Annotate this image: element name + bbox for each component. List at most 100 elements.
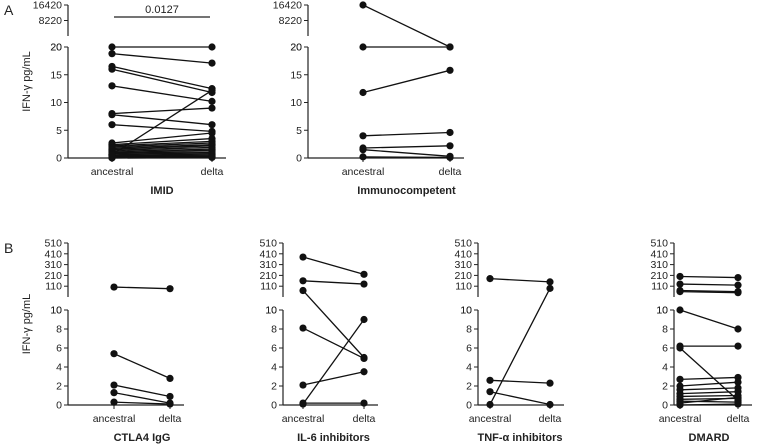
y-tick-label: 6 [662, 343, 668, 355]
pair-line [362, 131, 451, 137]
pair-line [113, 353, 171, 379]
data-point-ancestral [299, 277, 307, 285]
pair-line [679, 309, 739, 330]
x-tick-label: delta [159, 413, 182, 425]
y-tick-label: 110 [260, 281, 277, 293]
pair-line [111, 140, 213, 147]
data-point-delta [734, 342, 742, 350]
data-point-delta [446, 66, 454, 74]
y-tick-label: 10 [265, 305, 277, 317]
pair-line [111, 151, 213, 154]
pair-line [111, 132, 213, 144]
y-tick-label: 0 [296, 153, 302, 165]
pair-line [111, 145, 213, 150]
pair-line [679, 403, 739, 406]
x-tick-label: delta [727, 413, 750, 425]
data-point-delta [166, 392, 174, 401]
panel-title: DMARD [689, 432, 730, 444]
data-point-ancestral [299, 399, 307, 407]
data-point-delta [734, 289, 742, 297]
y-tick-label: 10 [290, 97, 302, 109]
pair-line [362, 69, 451, 94]
data-point-ancestral [110, 398, 118, 406]
data-point-ancestral [108, 43, 116, 51]
y-tick-label: 20 [290, 42, 302, 54]
data-point-ancestral [676, 288, 684, 296]
x-tick-label: delta [353, 413, 376, 425]
data-point-ancestral [108, 151, 116, 159]
pair-line [111, 146, 213, 151]
y-tick-label: 310 [259, 259, 277, 271]
data-point-delta [446, 128, 454, 137]
panel-title: IMID [150, 185, 173, 197]
pair-line [111, 148, 213, 152]
pair-line [489, 288, 551, 405]
y-tick-label: 210 [259, 270, 277, 282]
pair-line [679, 275, 739, 279]
y-tick-label: 4 [271, 362, 277, 374]
pair-line [113, 286, 171, 290]
pair-line [679, 391, 739, 395]
data-point-delta [166, 400, 174, 408]
y-tick-label: 10 [265, 305, 277, 317]
x-tick-label: ancestral [659, 413, 702, 425]
y-tick-label: 8 [662, 324, 668, 336]
pair-line [302, 290, 365, 358]
data-point-ancestral [486, 388, 494, 396]
pair-line [302, 256, 365, 275]
data-point-ancestral [299, 286, 307, 295]
data-point-ancestral [676, 272, 684, 281]
data-point-delta [208, 104, 216, 112]
y-tick-label: 410 [454, 248, 472, 260]
pair-line [489, 391, 551, 406]
data-point-ancestral [676, 344, 684, 352]
data-point-delta [166, 374, 174, 382]
data-point-ancestral [359, 132, 367, 140]
pair-line [362, 145, 451, 149]
y-tick-label: 0 [466, 400, 472, 412]
y-tick-label: 4 [466, 362, 472, 374]
y-tick-label: 2 [662, 381, 668, 393]
pair-line [111, 89, 213, 156]
pair-line [111, 152, 213, 155]
y-tick-label: 210 [454, 270, 472, 282]
y-tick-label: 5 [296, 125, 302, 137]
data-point-ancestral [486, 275, 494, 283]
pair-line [111, 144, 213, 149]
data-point-ancestral [108, 50, 116, 58]
pair-line [111, 68, 213, 94]
data-point-ancestral [108, 121, 116, 129]
y-tick-label: 510 [650, 238, 668, 250]
data-point-ancestral [110, 389, 118, 397]
data-point-delta [208, 129, 216, 137]
pair-line [302, 371, 365, 386]
y-tick-label: 16420 [273, 0, 302, 12]
data-point-delta [208, 59, 216, 67]
y-tick-label: 20 [290, 42, 302, 54]
y-tick-label: 210 [44, 270, 62, 282]
y-tick-label: 0 [662, 400, 668, 412]
data-point-ancestral [676, 306, 684, 314]
data-point-delta [734, 400, 742, 408]
data-point-delta [446, 142, 454, 150]
pair-line [302, 280, 365, 285]
panel-letter: A [4, 2, 14, 18]
panel-letter: B [4, 240, 13, 256]
y-tick-label: 310 [454, 259, 472, 271]
y-tick-label: 10 [460, 305, 472, 317]
pair-line [113, 384, 171, 398]
y-tick-label: 0 [56, 153, 62, 165]
data-point-delta [208, 153, 216, 162]
data-point-delta [360, 368, 368, 376]
y-tick-label: 16420 [33, 0, 62, 12]
x-tick-label: delta [201, 166, 224, 178]
y-tick-label: 8 [56, 324, 62, 336]
y-tick-label: 8 [271, 324, 277, 336]
data-point-delta [360, 315, 368, 324]
y-tick-label: 110 [45, 281, 62, 293]
data-point-ancestral [299, 381, 307, 389]
panel-title: IL-6 inhibitors [297, 432, 370, 444]
data-point-delta [360, 399, 368, 407]
y-tick-label: 10 [656, 305, 668, 317]
